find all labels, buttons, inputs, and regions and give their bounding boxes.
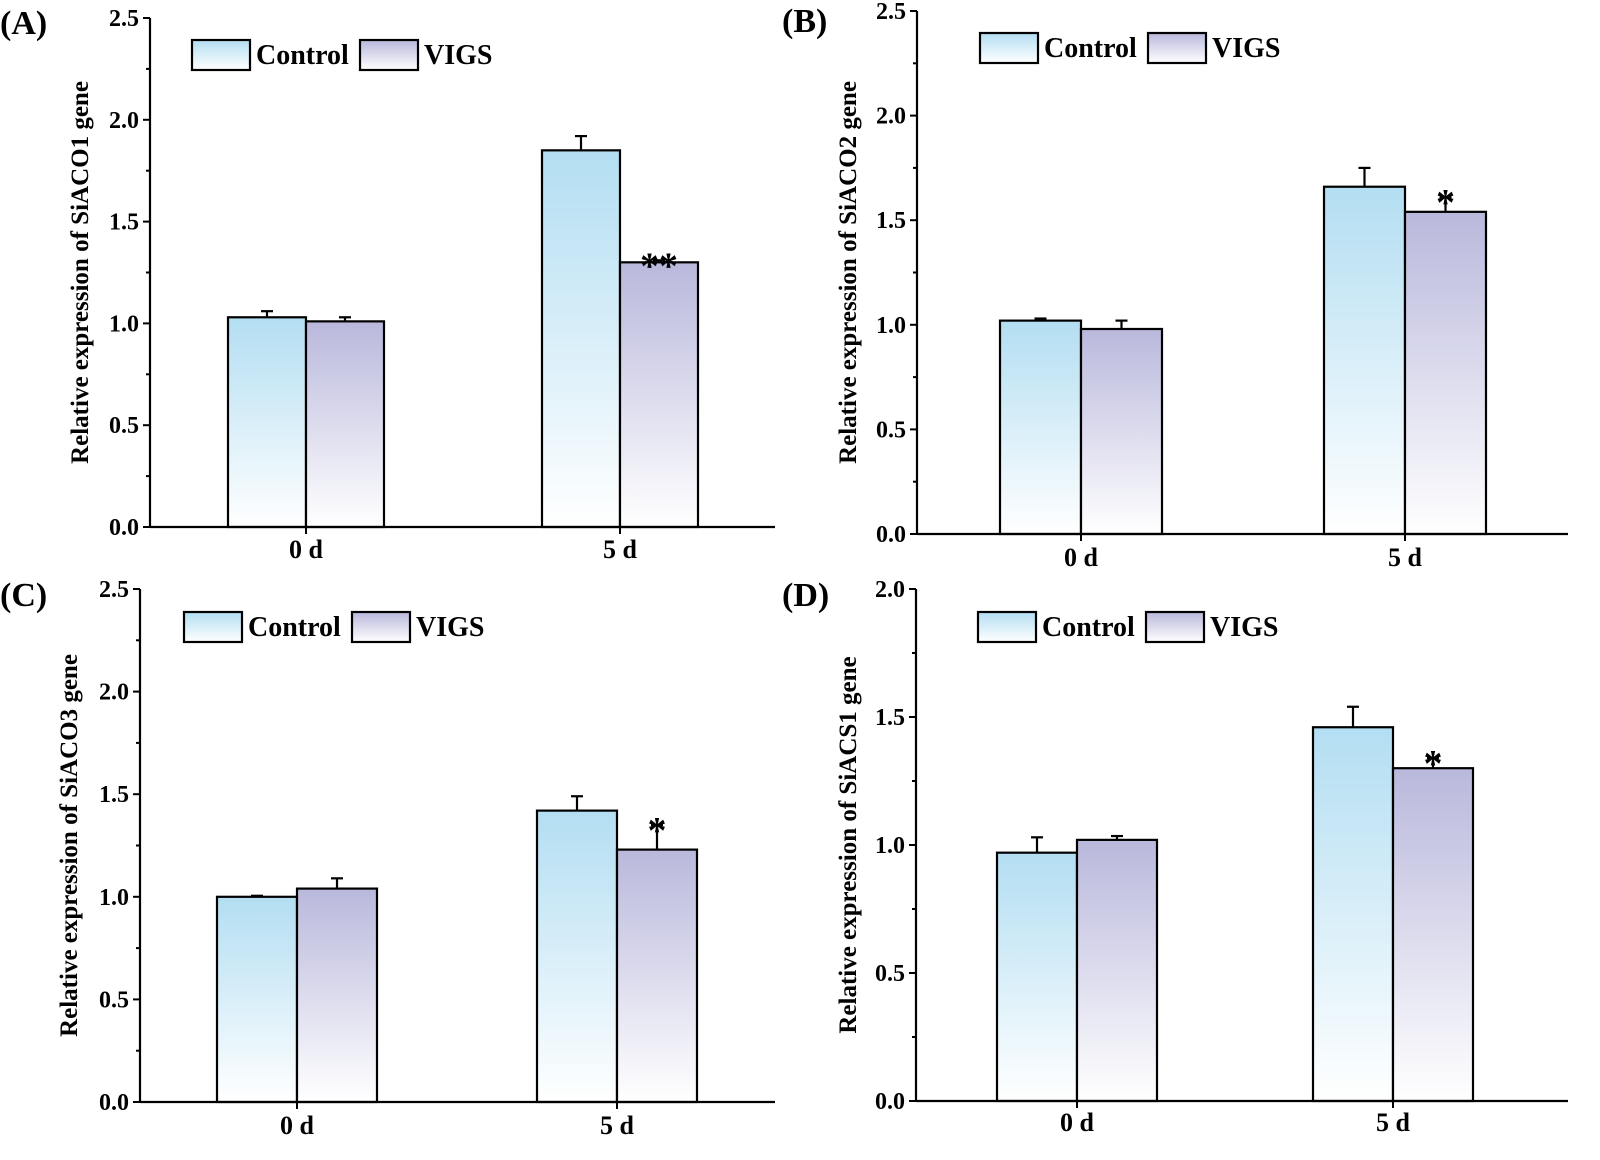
y-tick-label: 0.5 bbox=[876, 417, 906, 443]
y-axis-title: Relative expression of SiACO2 gene bbox=[835, 81, 862, 464]
bar-control-5d bbox=[1311, 726, 1395, 1103]
legend-label-vigs: VIGS bbox=[1210, 612, 1278, 643]
y-tick-label: 2.5 bbox=[876, 0, 906, 25]
bar-vigs-0d bbox=[295, 887, 379, 1104]
legend-swatch-vigs bbox=[1146, 31, 1208, 65]
significance-mark: * bbox=[1424, 743, 1443, 785]
y-tick-label: 1.5 bbox=[109, 210, 139, 236]
legend-swatch-vigs bbox=[350, 610, 412, 644]
legend-label-control: Control bbox=[1042, 612, 1135, 643]
y-tick-label: 2.5 bbox=[109, 6, 139, 32]
y-tick-label: 0.0 bbox=[876, 522, 906, 548]
chart-panel-c: (C) 0.0 0.5 1.0 1.5 2.0 2.5 Relative expression… bbox=[0, 577, 775, 1140]
panel-label: (D) bbox=[782, 577, 829, 614]
panel-label: (C) bbox=[0, 577, 47, 614]
y-tick-label: 2.0 bbox=[99, 680, 129, 706]
x-category-label: 0 d bbox=[280, 1111, 315, 1140]
legend-swatch-control bbox=[190, 38, 252, 72]
y-tick-label: 1.0 bbox=[876, 313, 906, 339]
legend-swatch-control bbox=[976, 610, 1038, 644]
legend-label-control: Control bbox=[248, 612, 341, 643]
x-category-label: 0 d bbox=[1064, 543, 1099, 572]
bar-control-0d bbox=[215, 895, 299, 1104]
x-category-label: 0 d bbox=[289, 535, 324, 564]
legend-label-vigs: VIGS bbox=[1212, 33, 1280, 64]
x-category-label: 5 d bbox=[1388, 543, 1423, 572]
x-category-label: 5 d bbox=[1376, 1108, 1411, 1137]
legend-label-vigs: VIGS bbox=[416, 612, 484, 643]
y-axis-title: Relative expression of SiACS1 gene bbox=[835, 656, 862, 1033]
chart-panel-d: (D) 0.0 0.5 1.0 1.5 2.0 Relative expression of… bbox=[782, 577, 1568, 1137]
y-tick-label: 0.0 bbox=[875, 1089, 905, 1115]
bar-vigs-0d bbox=[1079, 327, 1164, 536]
bar-vigs-0d bbox=[1075, 838, 1159, 1103]
x-category-label: 5 d bbox=[603, 535, 638, 564]
y-tick-label: 1.5 bbox=[99, 782, 129, 808]
y-tick-label: 0.5 bbox=[109, 413, 139, 439]
x-category-label: 0 d bbox=[1060, 1108, 1095, 1137]
y-tick-label: 1.0 bbox=[99, 885, 129, 911]
y-tick-label: 2.0 bbox=[876, 104, 906, 130]
legend-swatch-control bbox=[182, 610, 244, 644]
significance-mark: * bbox=[1436, 182, 1455, 224]
y-tick-label: 0.0 bbox=[99, 1090, 129, 1116]
y-tick-label: 2.5 bbox=[99, 577, 129, 603]
legend-swatch-control bbox=[978, 31, 1040, 65]
chart-panel-a: (A) 0.0 0.5 1.0 1.5 2.0 2.5 Relative expression… bbox=[0, 5, 775, 564]
bar-control-5d bbox=[1322, 185, 1407, 536]
y-tick-label: 2.0 bbox=[109, 108, 139, 134]
bar-vigs-0d bbox=[304, 320, 386, 529]
panel-label: (A) bbox=[0, 5, 47, 42]
y-tick-label: 1.5 bbox=[876, 208, 906, 234]
bar-control-0d bbox=[995, 851, 1079, 1103]
bar-control-0d bbox=[226, 316, 308, 529]
y-tick-label: 1.0 bbox=[109, 311, 139, 337]
bar-vigs-5d bbox=[1403, 210, 1488, 536]
bar-control-0d bbox=[998, 319, 1083, 536]
bar-vigs-5d bbox=[618, 261, 700, 529]
bar-vigs-5d bbox=[615, 848, 699, 1104]
y-axis-title: Relative expression of SiACO3 gene bbox=[56, 654, 83, 1037]
y-tick-label: 1.0 bbox=[875, 833, 905, 859]
y-tick-label: 1.5 bbox=[875, 705, 905, 731]
panel-label: (B) bbox=[782, 3, 827, 40]
y-tick-label: 2.0 bbox=[875, 577, 905, 603]
legend-label-control: Control bbox=[256, 40, 349, 71]
legend-label-control: Control bbox=[1044, 33, 1137, 64]
y-tick-label: 0.5 bbox=[99, 987, 129, 1013]
bar-control-5d bbox=[535, 809, 619, 1104]
chart-panel-b: (B) 0.0 0.5 1.0 1.5 2.0 2.5 Relative expression… bbox=[782, 0, 1568, 572]
x-category-label: 5 d bbox=[600, 1111, 635, 1140]
y-tick-label: 0.5 bbox=[875, 961, 905, 987]
bar-control-5d bbox=[540, 149, 622, 529]
y-axis-title: Relative expression of SiACO1 gene bbox=[67, 81, 94, 464]
legend-label-vigs: VIGS bbox=[424, 40, 492, 71]
legend-swatch-vigs bbox=[1144, 610, 1206, 644]
significance-mark: ** bbox=[640, 245, 678, 287]
y-tick-label: 0.0 bbox=[109, 515, 139, 541]
bar-vigs-5d bbox=[1391, 767, 1475, 1103]
legend-swatch-vigs bbox=[358, 38, 420, 72]
significance-mark: * bbox=[648, 810, 667, 852]
